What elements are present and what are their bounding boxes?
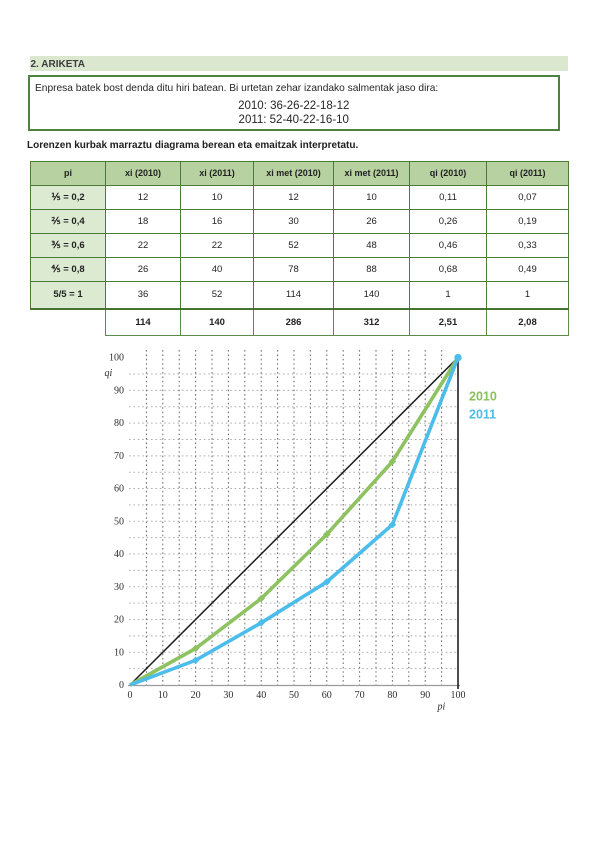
svg-text:qi: qi	[105, 368, 113, 379]
svg-text:80: 80	[114, 418, 124, 429]
svg-text:2011: 2011	[469, 408, 496, 422]
svg-text:70: 70	[355, 690, 365, 701]
svg-text:30: 30	[223, 690, 233, 701]
svg-text:100: 100	[451, 690, 466, 701]
svg-text:30: 30	[114, 582, 124, 593]
svg-text:2010: 2010	[469, 390, 497, 404]
svg-text:50: 50	[289, 690, 299, 701]
svg-text:70: 70	[114, 451, 124, 462]
svg-text:40: 40	[256, 690, 266, 701]
svg-text:60: 60	[114, 484, 124, 495]
svg-text:90: 90	[114, 385, 124, 396]
svg-text:10: 10	[158, 690, 168, 701]
svg-text:40: 40	[114, 549, 124, 560]
svg-text:80: 80	[387, 690, 397, 701]
svg-text:10: 10	[114, 647, 124, 658]
svg-text:0: 0	[119, 680, 124, 691]
svg-text:20: 20	[191, 690, 201, 701]
svg-text:90: 90	[420, 690, 430, 701]
svg-text:50: 50	[114, 516, 124, 527]
svg-text:0: 0	[128, 690, 133, 701]
svg-text:60: 60	[322, 690, 332, 701]
svg-text:20: 20	[114, 615, 124, 626]
svg-text:pi: pi	[437, 702, 446, 713]
svg-text:100: 100	[109, 353, 124, 364]
